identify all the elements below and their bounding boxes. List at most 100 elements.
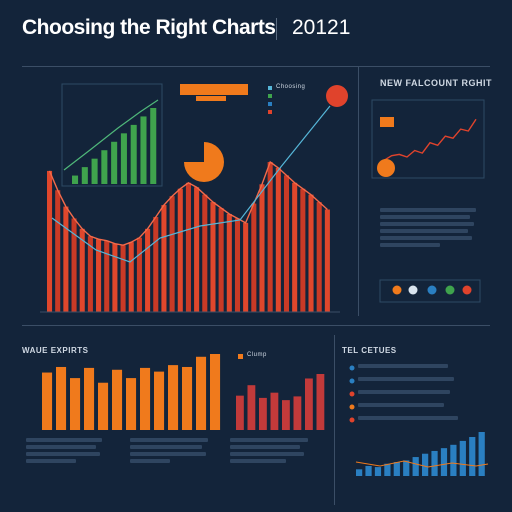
- red-bar: [292, 182, 298, 312]
- small-red-bar: [293, 396, 302, 430]
- orange-bar: [168, 365, 179, 430]
- red-bar: [316, 202, 322, 312]
- red-bar: [259, 184, 265, 312]
- blue-bar: [393, 462, 400, 476]
- legend-bullet-4: [349, 404, 355, 410]
- bottom-text-block-3: [230, 438, 310, 466]
- red-bar: [226, 213, 232, 312]
- dot-white: [408, 285, 418, 295]
- red-bar: [202, 194, 208, 312]
- small-red-bar: [259, 397, 267, 430]
- red-bar: [153, 216, 159, 312]
- red-bar: [194, 187, 200, 312]
- orange-bar: [140, 367, 151, 430]
- red-bar: [210, 202, 216, 312]
- red-bar: [120, 245, 126, 312]
- blue-bar: [422, 453, 429, 476]
- green-trend-line: [63, 99, 159, 171]
- green-bar: [72, 175, 79, 184]
- red-bar: [96, 239, 102, 312]
- top-right-frame: [371, 99, 485, 179]
- bottom-legend-swatch: [238, 354, 243, 359]
- legend-bullet-5: [349, 417, 355, 423]
- legend-bullet-3: [349, 391, 355, 397]
- red-bar: [267, 162, 273, 312]
- page-title: Choosing the Right Charts: [22, 16, 276, 39]
- small-red-bar-group: [236, 374, 325, 430]
- red-bar: [324, 209, 330, 312]
- blue-bar: [384, 463, 391, 476]
- red-outline-line: [48, 160, 328, 246]
- red-bar: [218, 208, 224, 312]
- bottom-right-orange-line: [355, 460, 489, 468]
- blue-bar: [478, 432, 485, 476]
- legend-orange-box: [180, 84, 248, 95]
- blue-bar: [412, 457, 419, 476]
- blue-bar: [356, 469, 363, 476]
- red-bar: [87, 236, 93, 312]
- green-bar: [130, 124, 137, 184]
- blue-bar: [403, 460, 410, 476]
- legend-bullet-1: [349, 365, 355, 371]
- dot-green: [445, 285, 455, 295]
- red-bar: [128, 242, 134, 312]
- bottom-right-text-block: [358, 364, 468, 423]
- red-bar: [55, 190, 61, 312]
- red-bar: [63, 206, 69, 312]
- red-bar: [79, 228, 85, 312]
- green-bar: [150, 108, 157, 184]
- red-bar: [136, 237, 142, 312]
- red-bar: [308, 194, 314, 312]
- green-bar-group: [72, 108, 157, 184]
- orange-bar: [56, 366, 67, 430]
- pie-slice: [184, 142, 204, 162]
- small-red-bar: [236, 395, 244, 430]
- small-red-bar: [270, 392, 279, 430]
- blue-bar-group: [356, 432, 485, 476]
- green-bar: [111, 141, 118, 184]
- orange-bar: [154, 371, 165, 430]
- red-bar: [283, 175, 290, 312]
- orange-bar-group: [42, 354, 221, 430]
- legend-bullet-2: [349, 378, 355, 384]
- orange-bar: [126, 378, 137, 430]
- top-right-legend-box: [380, 117, 394, 127]
- pie-chart-group: [184, 142, 224, 182]
- top-right-text-block: [380, 208, 480, 250]
- orange-bar: [196, 356, 207, 430]
- orange-bar: [70, 378, 81, 430]
- top-divider: [22, 66, 490, 67]
- green-bar: [101, 150, 108, 184]
- dot-row-frame: [379, 279, 481, 303]
- red-bar: [243, 222, 249, 312]
- legend-swatch-1: [268, 86, 272, 90]
- orange-bar: [98, 382, 109, 430]
- dot-orange: [392, 285, 402, 295]
- bottom-column-divider: [334, 335, 335, 505]
- page-year: 20121: [292, 16, 351, 39]
- small-red-bar: [247, 385, 256, 430]
- green-bar: [140, 116, 147, 184]
- legend-orange-sub: [196, 96, 226, 101]
- red-bar: [251, 203, 257, 312]
- dot-red: [462, 285, 472, 295]
- orange-bar: [84, 367, 95, 430]
- blue-bar: [459, 440, 466, 476]
- bottom-left-title: WAUE EXPIRTS: [22, 346, 89, 355]
- green-bar: [81, 167, 88, 184]
- orange-bar: [112, 369, 123, 430]
- top-right-title: NEW FALCOUNT RGHIT: [380, 78, 492, 88]
- green-bar: [91, 158, 98, 184]
- red-bar-group: [40, 160, 340, 313]
- top-right-line: [383, 118, 477, 161]
- orange-bar: [42, 372, 53, 430]
- red-bar: [185, 182, 191, 312]
- red-bar: [104, 240, 110, 312]
- red-marker-circle: [326, 85, 348, 107]
- red-bar: [234, 218, 241, 312]
- red-bar: [161, 205, 167, 312]
- top-legend-label: Choosing: [276, 84, 306, 90]
- red-bar: [300, 188, 306, 312]
- small-red-bar: [316, 374, 325, 430]
